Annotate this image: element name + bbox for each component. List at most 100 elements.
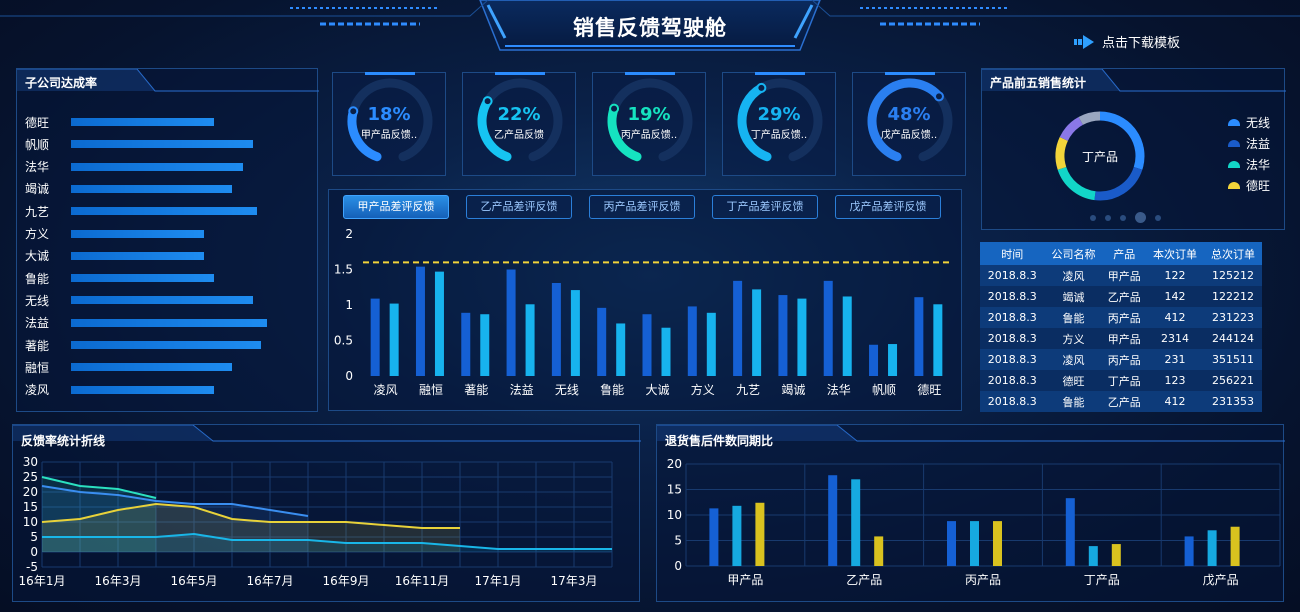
table-row[interactable]: 2018.8.3 方义 甲产品 2314 244124 — [980, 328, 1262, 349]
series-line — [41, 476, 157, 499]
gauge-knob — [609, 103, 620, 114]
y-tick-label: 0 — [674, 559, 682, 573]
column-header[interactable]: 公司名称 — [1044, 242, 1103, 265]
legend-item[interactable]: 无线 — [1228, 114, 1270, 131]
x-tick-label: 甲产品 — [727, 573, 763, 587]
legend-item[interactable]: 法益 — [1228, 135, 1270, 152]
series-area — [42, 486, 308, 552]
bar — [823, 280, 833, 376]
negative-feedback-bar-chart: 0 0.5 1 1.5 2 凌风 融恒 著能 法益 无线 鲁能 大诚 方义 九艺 竭诚 法华 帆顺 德旺 — [334, 227, 952, 397]
bar — [851, 479, 861, 566]
subsidiary-bar — [71, 341, 262, 349]
y-tick-label: 1 — [345, 298, 353, 312]
arrow-right-icon — [1074, 34, 1094, 49]
bar — [778, 295, 788, 376]
subsidiary-bar-row: 著能 — [25, 334, 262, 356]
column-header[interactable]: 总次订单 — [1204, 242, 1262, 265]
subsidiary-name: 帆顺 — [25, 137, 50, 152]
bar — [1184, 536, 1194, 566]
legend-swatch — [1228, 161, 1240, 168]
tab-product-5[interactable]: 戊产品差评反馈 — [835, 195, 941, 219]
table-cell: 方义 — [1044, 328, 1103, 349]
tab-product-1[interactable]: 甲产品差评反馈 — [343, 195, 449, 219]
x-tick-label: 无线 — [555, 383, 579, 397]
legend-item[interactable]: 德旺 — [1228, 177, 1270, 194]
subsidiary-panel-title: 子公司达成率 — [25, 76, 98, 90]
x-tick-label: 16年1月 — [19, 574, 66, 588]
x-tick-label: 融恒 — [419, 383, 443, 397]
subsidiary-bar-row: 帆顺 — [25, 133, 254, 155]
table-cell: 2018.8.3 — [980, 307, 1045, 328]
tab-product-3[interactable]: 丙产品差评反馈 — [589, 195, 695, 219]
bar — [597, 307, 607, 376]
legend-item[interactable]: 法华 — [1228, 156, 1270, 173]
subsidiary-bar — [71, 274, 215, 283]
subsidiary-name: 德旺 — [25, 115, 50, 130]
x-tick-label: 16年7月 — [247, 574, 294, 588]
gauge-accent-line — [495, 72, 545, 75]
bar — [842, 296, 852, 376]
carousel-dot[interactable] — [1090, 214, 1096, 221]
y-tick-label: 0.5 — [334, 334, 353, 348]
download-template-link[interactable]: 点击下载模板 — [1074, 32, 1180, 51]
table-row[interactable]: 2018.8.3 竭诚 乙产品 142 122212 — [980, 286, 1262, 307]
gauge-ring — [477, 78, 563, 162]
column-header[interactable]: 时间 — [980, 242, 1045, 265]
bar — [709, 508, 719, 566]
bar — [1207, 530, 1217, 566]
carousel-dot[interactable] — [1120, 214, 1126, 221]
table-cell: 231353 — [1204, 391, 1262, 412]
table-row[interactable]: 2018.8.3 鲁能 丙产品 412 231223 — [980, 307, 1262, 328]
subsidiary-name: 九艺 — [25, 204, 50, 219]
legend-label: 法益 — [1246, 137, 1271, 151]
table-row[interactable]: 2018.8.3 德旺 丁产品 123 256221 — [980, 370, 1262, 391]
table-cell: 2018.8.3 — [980, 265, 1045, 286]
gauge-knob — [482, 96, 493, 107]
table-cell: 2018.8.3 — [980, 349, 1045, 370]
page-title: 销售反馈驾驶舱 — [573, 16, 727, 40]
table-cell: 鲁能 — [1044, 391, 1103, 412]
bar — [755, 502, 765, 566]
x-tick-label: 戊产品 — [1203, 573, 1239, 587]
table-cell: 丁产品 — [1102, 370, 1147, 391]
gauge-knob — [348, 106, 359, 117]
tab-product-2[interactable]: 乙产品差评反馈 — [466, 195, 572, 219]
bar — [1230, 526, 1240, 566]
column-header[interactable]: 本次订单 — [1146, 242, 1204, 265]
x-tick-label: 方义 — [691, 382, 715, 397]
bar — [434, 271, 444, 376]
feedback-rate-panel-title: 反馈率统计折线 — [21, 434, 106, 448]
column-header[interactable]: 产品 — [1102, 242, 1147, 265]
gauge-value-arc — [347, 106, 382, 162]
y-tick-label: 10 — [667, 508, 682, 522]
bar — [415, 266, 425, 376]
legend-swatch — [1228, 182, 1240, 189]
bar — [947, 521, 956, 566]
bar — [642, 314, 652, 376]
subsidiary-name: 法华 — [25, 160, 50, 175]
bar — [888, 344, 898, 376]
tab-product-4[interactable]: 丁产品差评反馈 — [712, 195, 818, 219]
y-tick-label: 1.5 — [334, 263, 353, 277]
gauge-percent: 18% — [367, 104, 411, 125]
table-row[interactable]: 2018.8.3 鲁能 乙产品 412 231353 — [980, 391, 1262, 412]
gauge-knob — [933, 91, 944, 102]
gauge-label: 甲产品反馈.. — [360, 130, 418, 141]
table-row[interactable]: 2018.8.3 凌风 甲产品 122 125212 — [980, 265, 1262, 286]
subsidiary-name: 鲁能 — [25, 271, 50, 286]
carousel-dot[interactable] — [1105, 214, 1111, 221]
download-template-label: 点击下载模板 — [1102, 36, 1181, 51]
x-tick-label: 16年3月 — [95, 574, 142, 588]
gauge-percent: 48% — [887, 104, 931, 125]
carousel-dot[interactable] — [1155, 214, 1161, 221]
subsidiary-bar — [71, 184, 232, 193]
feedback-rate-panel: 反馈率统计折线 — [12, 424, 641, 602]
subsidiary-bar-row: 法华 — [25, 156, 244, 178]
carousel-dot-active[interactable] — [1135, 212, 1146, 223]
x-tick-label: 鲁能 — [600, 383, 624, 397]
subsidiary-bar-row: 融恒 — [25, 356, 232, 378]
x-tick-label: 丁产品 — [1084, 573, 1120, 587]
table-row[interactable]: 2018.8.3 凌风 丙产品 231 351511 — [980, 349, 1262, 370]
table-cell: 2018.8.3 — [980, 286, 1045, 307]
bar — [797, 298, 807, 376]
